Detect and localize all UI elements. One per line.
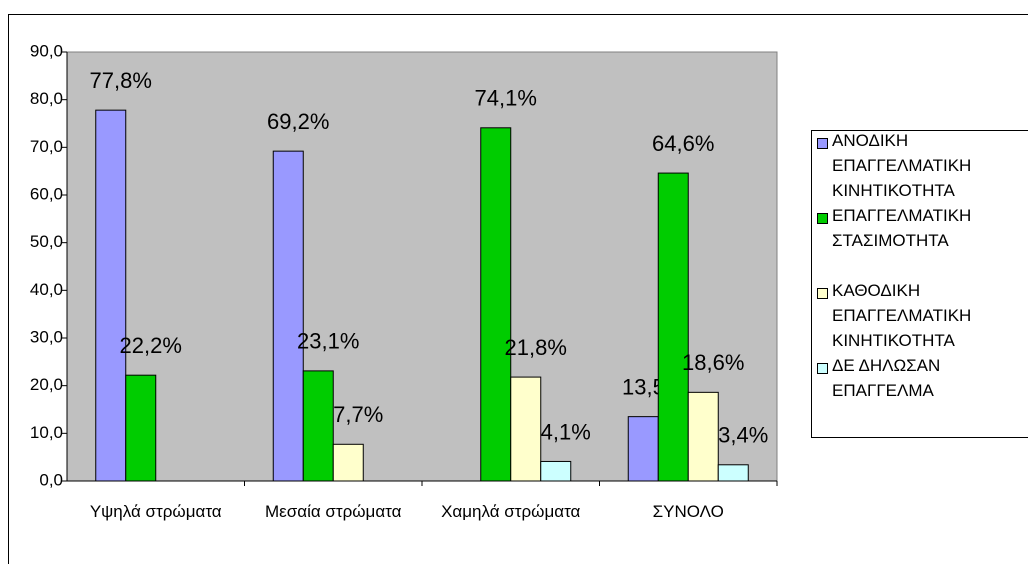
y-tick-label: 60,0 [30, 184, 63, 203]
bar [510, 376, 542, 482]
y-tick-label: 0,0 [39, 470, 63, 489]
y-tick-label: 10,0 [30, 423, 63, 442]
bar [687, 391, 719, 482]
bar [125, 374, 157, 482]
data-label: 3,4% [718, 423, 768, 448]
y-tick-label: 20,0 [30, 375, 63, 394]
legend-swatch [817, 213, 828, 224]
bar [627, 416, 659, 482]
legend-label: ΚΑΘΟΔΙΚΗ ΕΠΑΓΓΕΛΜΑΤΙΚΗ ΚΙΝΗΤΙΚΟΤΗΤΑ [832, 281, 972, 350]
data-label: 23,1% [297, 329, 359, 354]
y-tick-label: 70,0 [30, 137, 63, 156]
bar [95, 109, 127, 482]
data-label: 69,2% [267, 109, 329, 134]
data-label: 21,8% [505, 335, 567, 360]
x-tick-label: Υψηλά στρώματα [89, 502, 222, 521]
bar [717, 464, 749, 482]
legend-label: ΕΠΑΓΓΕΛΜΑΤΙΚΗ ΣΤΑΣΙΜΟΤΗΤΑ [832, 206, 972, 250]
legend-label: ΑΝΟΔΙΚΗ ΕΠΑΓΓΕΛΜΑΤΙΚΗ ΚΙΝΗΤΙΚΟΤΗΤΑ [832, 131, 972, 200]
bar [540, 460, 572, 482]
x-tick-label: ΣΥΝΟΛΟ [652, 502, 724, 521]
x-tick-label: Χαμηλά στρώματα [441, 502, 581, 521]
y-tick-label: 50,0 [30, 232, 63, 251]
data-label: 18,6% [682, 350, 744, 375]
data-label: 22,2% [120, 333, 182, 358]
data-label: 7,7% [333, 402, 383, 427]
bar [272, 150, 304, 482]
bar [332, 443, 364, 482]
x-tick-label: Μεσαία στρώματα [265, 502, 402, 521]
legend-swatch [817, 288, 828, 299]
legend-box [811, 130, 1028, 438]
legend-swatch [817, 363, 828, 374]
data-label: 74,1% [475, 86, 537, 111]
legend-label: ΔΕ ΔΗΛΩΣΑΝ ΕΠΑΓΓΕΛΜΑ [832, 356, 941, 400]
chart-frame [8, 14, 1028, 564]
data-label: 77,8% [90, 68, 152, 93]
bar [657, 172, 689, 482]
y-tick-label: 80,0 [30, 89, 63, 108]
data-label: 64,6% [652, 131, 714, 156]
y-tick-label: 90,0 [30, 41, 63, 60]
bar [302, 370, 334, 482]
y-tick-label: 40,0 [30, 280, 63, 299]
y-tick-label: 30,0 [30, 327, 63, 346]
bar [480, 127, 512, 482]
data-label: 4,1% [541, 419, 591, 444]
legend-swatch [817, 138, 828, 149]
